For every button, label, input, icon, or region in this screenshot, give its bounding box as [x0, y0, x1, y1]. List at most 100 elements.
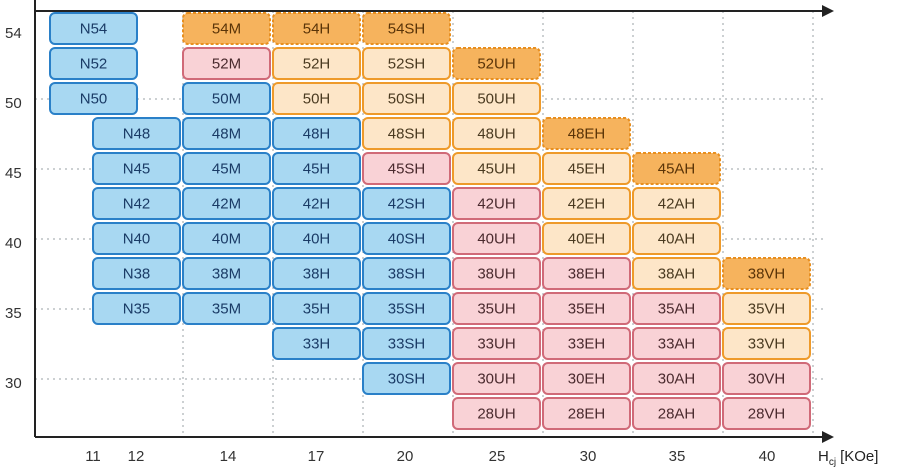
grade-cell-n38 [92, 257, 181, 290]
grade-cell-45ah [632, 152, 721, 185]
grade-cell-30uh [452, 362, 541, 395]
grade-cell-38sh [362, 257, 451, 290]
grade-label: 52H [303, 56, 331, 73]
grade-cell-45h [272, 152, 361, 185]
y-tick-label: 30 [5, 375, 22, 392]
grade-cell-54m [182, 12, 271, 45]
x-axis-unit-symbol: H [818, 448, 829, 465]
grade-label: 42EH [568, 196, 606, 213]
grade-label: 30AH [658, 371, 696, 388]
grade-label: 48H [303, 126, 331, 143]
grade-label: 38H [303, 266, 331, 283]
axes [34, 0, 834, 443]
grade-cell-n54 [49, 12, 138, 45]
grade-label: 50UH [477, 91, 515, 108]
grade-label: N52 [80, 56, 108, 73]
grade-label: 30VH [748, 371, 786, 388]
grade-label: 38UH [477, 266, 515, 283]
y-tick-labels: 54 50 45 40 35 30 [5, 25, 22, 392]
grade-label: 50M [212, 91, 241, 108]
grade-cell-48eh [542, 117, 631, 150]
grade-cell-33eh [542, 327, 631, 360]
grade-label: 40EH [568, 231, 606, 248]
grade-cell-38m [182, 257, 271, 290]
grade-cell-40sh [362, 222, 451, 255]
grade-cell-33h [272, 327, 361, 360]
grade-cell-35sh [362, 292, 451, 325]
grade-cell-45eh [542, 152, 631, 185]
grade-label: N42 [123, 196, 151, 213]
grade-label: 33EH [568, 336, 606, 353]
grade-cell-42sh [362, 187, 451, 220]
grade-cell-28vh [722, 397, 811, 430]
grade-label: 35H [303, 301, 331, 318]
grade-cell-35h [272, 292, 361, 325]
grade-label: 50H [303, 91, 331, 108]
grade-cell-n45 [92, 152, 181, 185]
grade-cell-30vh [722, 362, 811, 395]
grade-cell-40uh [452, 222, 541, 255]
x-axis-arrowhead [822, 431, 834, 443]
grade-label: 50SH [388, 91, 426, 108]
grade-label: 45H [303, 161, 331, 178]
x-tick-label: 20 [397, 448, 414, 465]
grade-label: N50 [80, 91, 108, 108]
grade-cell-35eh [542, 292, 631, 325]
top-axis-arrowhead [822, 5, 834, 17]
grade-label: 38EH [568, 266, 606, 283]
grade-label: 54M [212, 21, 241, 38]
grade-cell-38ah [632, 257, 721, 290]
x-tick-label: 30 [580, 448, 597, 465]
x-tick-label: 14 [220, 448, 237, 465]
grade-cell-48sh [362, 117, 451, 150]
grade-cell-33ah [632, 327, 721, 360]
grade-label: 33SH [388, 336, 426, 353]
y-tick-label: 54 [5, 25, 22, 42]
y-tick-label: 35 [5, 305, 22, 322]
grade-cell-30sh [362, 362, 451, 395]
grade-label: 33UH [477, 336, 515, 353]
grade-label: 38VH [748, 266, 786, 283]
grade-cell-52uh [452, 47, 541, 80]
x-axis-unit-label: Hcj [KOe] [818, 448, 878, 468]
grade-cell-42ah [632, 187, 721, 220]
grade-cell-28eh [542, 397, 631, 430]
grade-cell-50uh [452, 82, 541, 115]
grade-cell-42m [182, 187, 271, 220]
grade-label: 45UH [477, 161, 515, 178]
grade-cell-54sh [362, 12, 451, 45]
grade-cell-48h [272, 117, 361, 150]
grade-label: 40M [212, 231, 241, 248]
grade-label: N38 [123, 266, 151, 283]
grade-label: 52SH [388, 56, 426, 73]
grade-label: 42SH [388, 196, 426, 213]
grade-cell-n40 [92, 222, 181, 255]
x-tick-label: 17 [308, 448, 325, 465]
grade-label: 42UH [477, 196, 515, 213]
grade-label: 40H [303, 231, 331, 248]
grade-cell-38vh [722, 257, 811, 290]
grade-label: 52M [212, 56, 241, 73]
grade-cell-30eh [542, 362, 631, 395]
grade-label: 35VH [748, 301, 786, 318]
grade-label: 35SH [388, 301, 426, 318]
grade-cell-n35 [92, 292, 181, 325]
grade-cell-35uh [452, 292, 541, 325]
grade-cells: N54 N52 N50 N48 N45 N42 N40 N38 N35 54M 52M 50M 48M 4… [49, 12, 811, 430]
grade-label: 40SH [388, 231, 426, 248]
grade-cell-42eh [542, 187, 631, 220]
grade-label: 38M [212, 266, 241, 283]
x-tick-label: 12 [128, 448, 145, 465]
x-tick-label: 40 [759, 448, 776, 465]
grade-label: 45EH [568, 161, 606, 178]
grade-label: 33H [303, 336, 331, 353]
grade-cell-n48 [92, 117, 181, 150]
grade-cell-40eh [542, 222, 631, 255]
y-tick-label: 45 [5, 165, 22, 182]
grade-label: 40AH [658, 231, 696, 248]
grade-cell-45sh [362, 152, 451, 185]
grade-label: 30SH [388, 371, 426, 388]
grade-cell-52sh [362, 47, 451, 80]
x-tick-label: 11 [85, 448, 101, 465]
grade-cell-54h [272, 12, 361, 45]
